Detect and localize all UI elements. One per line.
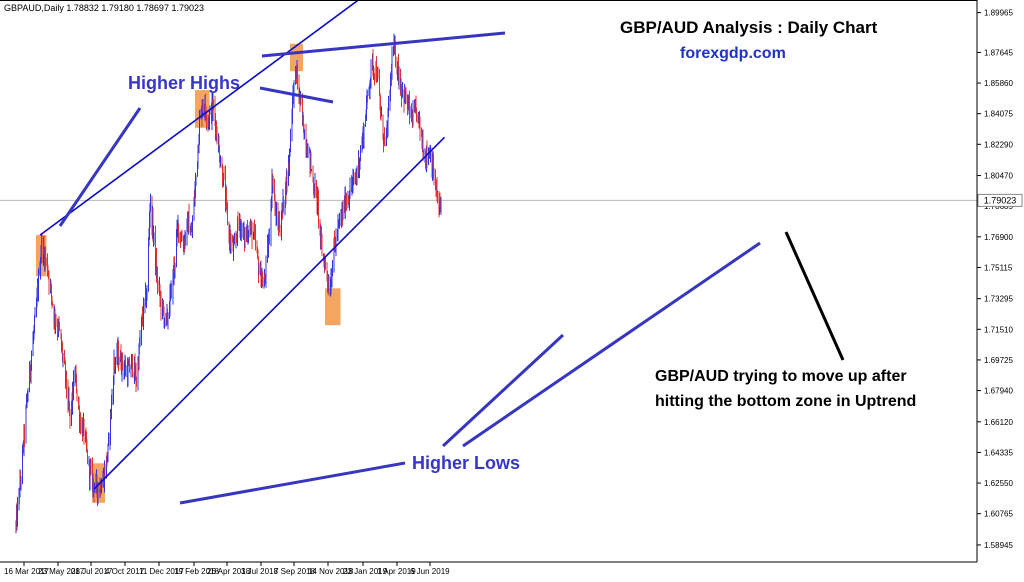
y-tick-label: 1.89965	[984, 9, 1013, 18]
trendline-1	[39, 0, 360, 236]
y-tick-label: 1.73295	[984, 295, 1013, 304]
x-tick-label: 11 Dec 2017	[139, 567, 184, 576]
highlight-zones-layer	[36, 43, 341, 503]
y-tick-label: 1.76900	[984, 233, 1013, 242]
y-tick-label: 1.84075	[984, 110, 1013, 119]
axes-layer	[0, 0, 978, 563]
note-callout-line	[784, 231, 845, 361]
note-line-1: GBP/AUD trying to move up after	[655, 368, 907, 385]
x-tick-label: 16 Mar 2017	[4, 567, 49, 576]
x-tick-label: 7 Sep 2018	[274, 567, 315, 576]
y-tick-label: 1.67940	[984, 387, 1013, 396]
y-tick-label: 1.64335	[984, 448, 1013, 457]
x-tick-label: 26 Apr 2018	[207, 567, 251, 576]
y-ticks-layer: 1.89965 1.87645 1.85860 1.84075 1.82290 1.804…	[977, 9, 1013, 550]
y-tick-label: 1.80470	[984, 172, 1013, 181]
y-tick-label: 1.62550	[984, 479, 1013, 488]
y-tick-label: 1.82290	[984, 140, 1013, 149]
higher-lows-label: Higher Lows	[412, 453, 520, 473]
higher-highs-pointer-2	[259, 86, 334, 104]
higher-lows-pointer-1	[179, 461, 406, 505]
y-tick-label: 1.60765	[984, 510, 1013, 519]
x-tick-label: 28 Jul 2017	[71, 567, 113, 576]
y-tick-label: 1.66120	[984, 418, 1013, 427]
y-tick-label: 1.69725	[984, 356, 1013, 365]
highlight-zone-3	[290, 43, 303, 72]
candles-layer	[15, 33, 442, 534]
higher-highs-pointer-3	[261, 31, 506, 58]
x-tick-label: 19 Feb 2018	[174, 567, 219, 576]
chart-subtitle: forexgdp.com	[680, 45, 786, 62]
trendlines-layer	[39, 0, 446, 490]
x-tick-label: 23 May 2017	[38, 567, 85, 576]
current-price-tag-box	[977, 193, 1023, 207]
higher-lows-pointer-3	[462, 241, 761, 448]
note-line-2: hitting the bottom zone in Uptrend	[655, 393, 916, 410]
annotation-lines-layer	[58, 31, 845, 505]
higher-lows-pointer-2	[441, 333, 565, 448]
x-tick-label: 1 Apr 2019	[377, 567, 416, 576]
x-tick-label: 14 Nov 2018	[308, 567, 354, 576]
higher-highs-pointer-1	[58, 107, 142, 227]
y-tick-label: 1.87645	[984, 48, 1013, 57]
x-tick-label: 6 Jun 2019	[410, 567, 450, 576]
y-tick-label: 1.85860	[984, 79, 1013, 88]
highlight-zone-4	[325, 288, 341, 326]
y-tick-label: 1.75115	[984, 263, 1013, 272]
x-tick-label: 23 Jan 2019	[343, 567, 388, 576]
current-price-tag: 1.79023	[977, 193, 1023, 207]
x-tick-label: 3 Jul 2018	[241, 567, 278, 576]
symbol-header: GBPAUD,Daily 1.78832 1.79180 1.78697 1.7…	[4, 3, 204, 13]
x-tick-label: 4 Oct 2017	[105, 567, 145, 576]
y-tick-label: 1.71510	[984, 325, 1013, 334]
current-price-tag-label: 1.79023	[984, 195, 1017, 205]
trendline-2	[93, 136, 446, 490]
chart-title: GBP/AUD Analysis : Daily Chart	[620, 18, 878, 37]
y-tick-label: 1.58945	[984, 541, 1013, 550]
higher-highs-label: Higher Highs	[128, 73, 240, 93]
